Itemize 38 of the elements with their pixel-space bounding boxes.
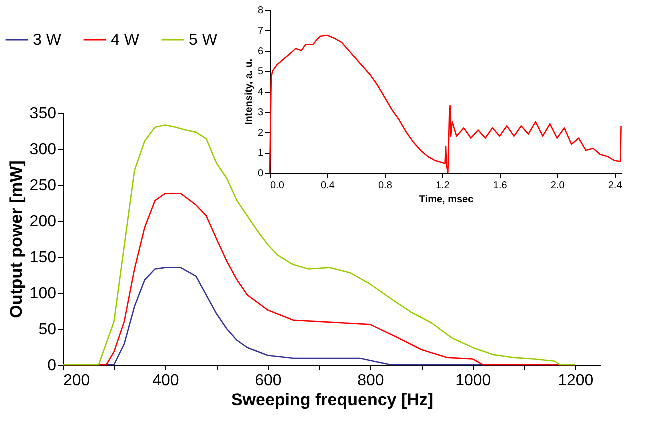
y-tick-label: 2	[258, 128, 264, 139]
y-tick-label: 0	[258, 168, 264, 180]
y-tick-label: 250	[30, 178, 57, 194]
x-axis-title: Time, msec	[419, 194, 474, 206]
x-tick-label: 200	[64, 372, 90, 390]
line-series	[62, 124, 576, 366]
legend-label: 5 W	[189, 32, 218, 49]
y-axis-title: Output power [mW]	[6, 160, 26, 318]
y-tick-label: 50	[38, 322, 57, 338]
x-tick-label: 1.2	[436, 180, 450, 192]
x-tick-label: 0.4	[321, 180, 336, 192]
y-tick-label: 1	[258, 148, 264, 160]
y-tick-label: 350	[30, 106, 57, 122]
legend-label: 4 W	[111, 32, 140, 49]
legend-label: 3 W	[33, 32, 62, 49]
x-tick-label: 800	[358, 372, 384, 390]
y-tick-label: 200	[30, 214, 57, 230]
y-tick-label: 150	[30, 250, 57, 266]
y-tick-label: 4	[258, 87, 264, 98]
y-tick-label: 300	[30, 142, 57, 158]
y-tick-label: 6	[258, 46, 264, 58]
x-tick-label: 1200	[558, 372, 594, 390]
x-tick-label: 600	[255, 372, 282, 390]
y-tick-label: 0	[48, 358, 57, 374]
x-tick-label: 2.0	[550, 180, 566, 192]
x-axis-title: Sweeping frequency [Hz]	[231, 390, 434, 410]
y-tick-label: 3	[258, 107, 264, 118]
x-tick-label: 0.8	[378, 180, 393, 192]
x-tick-label: 1.6	[493, 180, 508, 192]
x-tick-label: 400	[152, 372, 180, 390]
y-tick-label: 100	[30, 286, 57, 302]
y-axis-title: Intensity, a. u.	[244, 58, 255, 125]
y-tick-label: 8	[258, 6, 264, 16]
y-tick-label: 5	[258, 66, 264, 78]
y-tick-label: 7	[258, 26, 264, 37]
x-tick-label: 1000	[456, 372, 492, 390]
x-tick-label: 0.0	[270, 180, 285, 192]
x-tick-label: 2.4	[608, 180, 623, 192]
